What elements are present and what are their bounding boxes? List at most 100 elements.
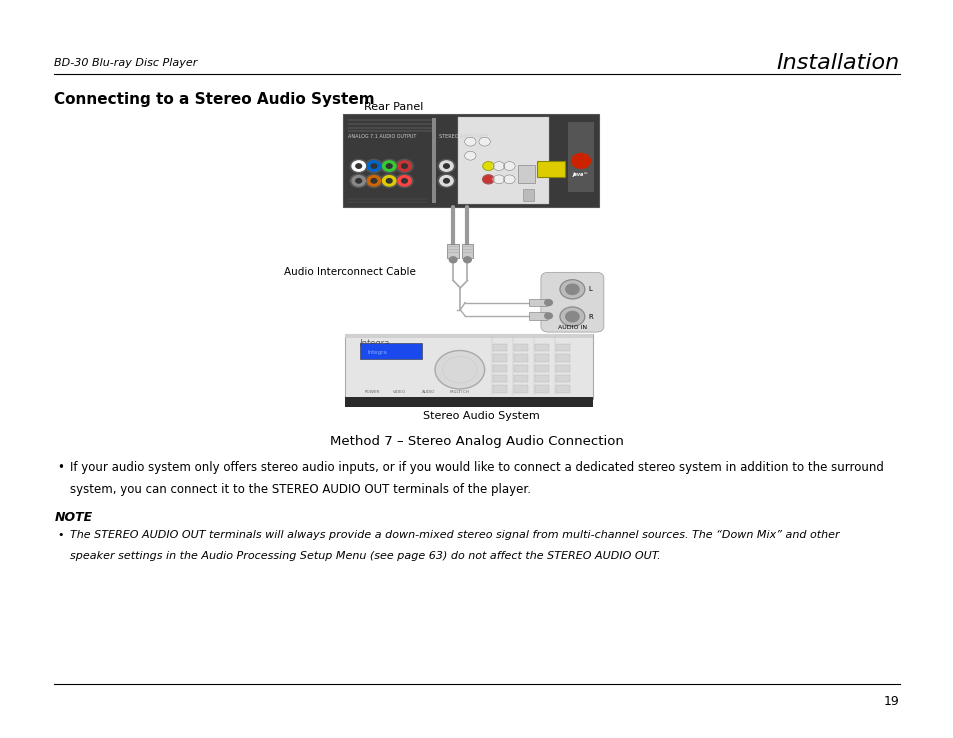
Circle shape: [371, 179, 376, 183]
Bar: [493, 365, 506, 372]
Circle shape: [355, 179, 361, 183]
Bar: [535, 354, 548, 362]
FancyBboxPatch shape: [537, 161, 564, 177]
Circle shape: [386, 179, 392, 183]
Text: Stereo Audio System: Stereo Audio System: [423, 411, 539, 421]
Text: The STEREO AUDIO OUT terminals will always provide a down-mixed stereo signal fr: The STEREO AUDIO OUT terminals will alwa…: [70, 530, 839, 540]
Circle shape: [397, 161, 411, 171]
Bar: [432, 118, 436, 203]
Text: NOTE: NOTE: [54, 511, 92, 524]
Circle shape: [493, 175, 504, 184]
Bar: [457, 117, 548, 204]
Text: AUDIO IN: AUDIO IN: [558, 325, 586, 331]
Bar: [567, 122, 594, 192]
Bar: [556, 375, 569, 382]
Circle shape: [559, 280, 584, 299]
Bar: [514, 365, 527, 372]
Text: VIDEO: VIDEO: [393, 390, 406, 394]
Bar: [493, 344, 506, 351]
Bar: [535, 385, 548, 393]
Circle shape: [464, 151, 476, 160]
Text: Integra: Integra: [359, 339, 390, 348]
Text: Audio Interconnect Cable: Audio Interconnect Cable: [284, 267, 416, 277]
Circle shape: [493, 162, 504, 170]
Circle shape: [365, 174, 382, 187]
Circle shape: [443, 164, 449, 168]
Text: MULTI CH: MULTI CH: [450, 390, 469, 394]
Circle shape: [401, 164, 407, 168]
Circle shape: [565, 311, 578, 322]
Circle shape: [565, 284, 578, 294]
Text: If your audio system only offers stereo audio inputs, or if you would like to co: If your audio system only offers stereo …: [70, 461, 882, 475]
Bar: [514, 344, 527, 351]
Text: Integra: Integra: [367, 351, 387, 355]
Bar: [359, 343, 421, 359]
Circle shape: [503, 162, 515, 170]
Circle shape: [397, 176, 411, 186]
Circle shape: [437, 159, 455, 173]
Circle shape: [503, 175, 515, 184]
Text: Rear Panel: Rear Panel: [364, 102, 423, 112]
Circle shape: [365, 159, 382, 173]
Text: Method 7 – Stereo Analog Audio Connection: Method 7 – Stereo Analog Audio Connectio…: [330, 435, 623, 449]
Bar: [556, 365, 569, 372]
Bar: [535, 344, 548, 351]
Circle shape: [435, 351, 484, 389]
Circle shape: [544, 313, 552, 319]
Circle shape: [401, 179, 407, 183]
Circle shape: [395, 159, 413, 173]
Circle shape: [350, 159, 367, 173]
Circle shape: [382, 176, 395, 186]
Circle shape: [437, 174, 455, 187]
Circle shape: [482, 175, 494, 184]
Circle shape: [367, 161, 380, 171]
FancyBboxPatch shape: [540, 272, 603, 332]
Circle shape: [355, 164, 361, 168]
Bar: [529, 312, 546, 320]
Circle shape: [350, 174, 367, 187]
Circle shape: [395, 174, 413, 187]
Bar: [556, 354, 569, 362]
Bar: [345, 334, 593, 399]
Circle shape: [371, 164, 376, 168]
Bar: [556, 385, 569, 393]
Circle shape: [439, 176, 453, 186]
Circle shape: [352, 161, 365, 171]
Circle shape: [449, 257, 456, 263]
Bar: [514, 354, 527, 362]
Circle shape: [382, 161, 395, 171]
Text: Installation: Installation: [776, 52, 899, 73]
Circle shape: [544, 300, 552, 306]
Circle shape: [380, 159, 397, 173]
Circle shape: [464, 137, 476, 146]
Text: POWER: POWER: [364, 390, 379, 394]
Circle shape: [559, 307, 584, 326]
Text: STEREO AUDIO OUT: STEREO AUDIO OUT: [438, 134, 487, 139]
Bar: [345, 334, 593, 338]
Bar: [493, 375, 506, 382]
Text: •: •: [57, 530, 64, 540]
Text: BD-30 Blu-ray Disc Player: BD-30 Blu-ray Disc Player: [54, 58, 197, 68]
Text: L: L: [588, 286, 592, 292]
Text: R: R: [588, 314, 593, 320]
Bar: [556, 344, 569, 351]
Bar: [535, 365, 548, 372]
Bar: [493, 385, 506, 393]
Bar: [529, 299, 546, 306]
Circle shape: [352, 176, 365, 186]
Circle shape: [439, 161, 453, 171]
Text: AUDIO: AUDIO: [421, 390, 435, 394]
Circle shape: [478, 137, 490, 146]
Text: speaker settings in the Audio Processing Setup Menu (see page 63) do not affect : speaker settings in the Audio Processing…: [70, 551, 659, 561]
Bar: [493, 354, 506, 362]
Bar: [514, 375, 527, 382]
Bar: [345, 397, 593, 407]
Text: java™: java™: [573, 172, 588, 177]
Bar: [447, 244, 458, 258]
Circle shape: [380, 174, 397, 187]
Bar: [522, 189, 534, 201]
Bar: [514, 385, 527, 393]
Text: 19: 19: [882, 695, 899, 708]
Circle shape: [386, 164, 392, 168]
Text: system, you can connect it to the STEREO AUDIO OUT terminals of the player.: system, you can connect it to the STEREO…: [70, 483, 530, 497]
